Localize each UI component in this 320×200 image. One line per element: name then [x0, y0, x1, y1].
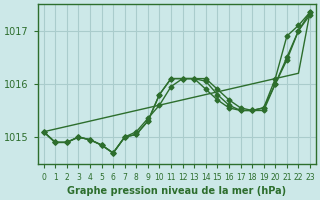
X-axis label: Graphe pression niveau de la mer (hPa): Graphe pression niveau de la mer (hPa) [67, 186, 286, 196]
